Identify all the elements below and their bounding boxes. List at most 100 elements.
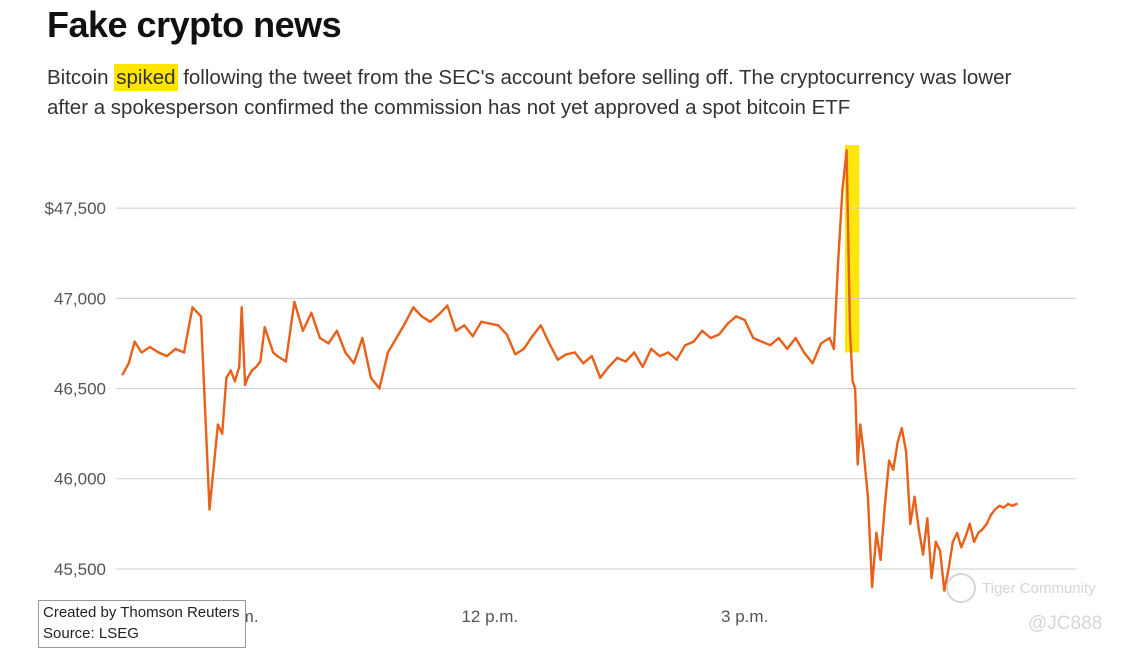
price-point: [250, 369, 254, 372]
subtitle-text-end: following the tweet from the SEC's accou…: [47, 66, 1012, 119]
price-point: [700, 329, 704, 333]
price-point: [548, 342, 551, 345]
price-point: [794, 336, 797, 340]
price-point: [832, 347, 836, 351]
price-point: [497, 324, 500, 327]
credit-line: Created by Thomson Reuters: [43, 604, 240, 621]
y-tick-label: $47,500: [45, 199, 106, 218]
price-point: [565, 353, 568, 356]
y-tick-label: 45,500: [54, 560, 106, 579]
price-point: [1015, 502, 1018, 506]
price-point: [310, 311, 313, 314]
price-point: [463, 324, 466, 327]
price-point: [1011, 504, 1014, 507]
price-point: [802, 351, 806, 354]
price-point: [246, 376, 249, 379]
price-point: [985, 522, 988, 526]
price-point: [892, 468, 895, 471]
price-point: [480, 320, 483, 323]
price-point: [947, 567, 950, 571]
y-tick-label: 46,500: [54, 380, 106, 399]
price-point: [454, 329, 458, 333]
price-point: [934, 540, 938, 544]
x-axis-labels: 9 a.m.12 p.m.3 p.m.: [211, 607, 768, 626]
price-point: [760, 340, 763, 343]
price-point: [768, 344, 772, 347]
price-point: [845, 149, 848, 152]
price-point: [607, 365, 610, 369]
price-point: [751, 336, 755, 340]
price-point: [599, 376, 602, 379]
watermark-brand: Tiger Community: [982, 579, 1096, 597]
price-point: [624, 360, 627, 363]
price-point: [505, 333, 508, 336]
price-point: [191, 306, 194, 309]
price-point: [121, 372, 124, 376]
price-point: [875, 531, 878, 535]
price-point: [960, 546, 963, 549]
price-point: [514, 353, 517, 356]
y-tick-label: 47,000: [54, 289, 106, 308]
price-point: [981, 528, 984, 531]
price-point: [896, 441, 899, 444]
price-point: [556, 358, 559, 361]
price-line: [121, 149, 1018, 592]
price-point: [420, 315, 424, 318]
watermark-handle: @JC888: [1028, 613, 1103, 634]
price-point: [743, 318, 746, 322]
price-point: [887, 459, 891, 462]
price-point: [225, 376, 228, 379]
price-point: [998, 504, 1001, 507]
gridlines: [116, 207, 1076, 570]
price-point: [841, 188, 844, 192]
price-point: [848, 329, 852, 333]
price-point: [909, 522, 912, 526]
price-point: [964, 535, 967, 538]
price-point: [1006, 502, 1010, 506]
price-point: [641, 365, 644, 369]
price-point: [883, 504, 887, 507]
price-point: [856, 463, 859, 466]
price-point: [327, 342, 330, 345]
price-point: [378, 387, 381, 390]
price-point: [582, 362, 585, 365]
tiger-logo-icon: [946, 573, 976, 603]
chart-title: Fake crypto news: [47, 4, 342, 45]
price-point: [955, 531, 959, 535]
price-point: [165, 354, 169, 358]
subtitle-text-start: Bitcoin: [47, 66, 115, 89]
price-point: [1002, 506, 1005, 509]
price-point: [276, 354, 279, 358]
price-point: [943, 589, 946, 592]
price-point: [216, 423, 220, 426]
price-point: [127, 362, 130, 365]
price-point: [828, 336, 831, 340]
price-point: [335, 329, 339, 333]
price-point: [386, 351, 390, 354]
price-point: [395, 336, 398, 340]
price-point: [658, 354, 661, 358]
price-point: [819, 342, 823, 345]
price-point: [263, 326, 266, 329]
price-point: [573, 351, 576, 354]
price-point: [271, 351, 275, 354]
price-point: [734, 315, 738, 318]
price-point: [208, 508, 211, 511]
price-point: [488, 322, 492, 325]
price-point: [870, 585, 874, 589]
price-point: [930, 576, 933, 580]
price-point: [199, 315, 203, 318]
price-point: [994, 508, 997, 511]
price-point: [259, 360, 262, 363]
price-point: [293, 300, 296, 304]
price-point: [851, 380, 854, 383]
price-point: [913, 495, 916, 498]
price-point: [471, 335, 475, 338]
x-tick-label: 3 p.m.: [721, 607, 768, 626]
price-point: [667, 351, 670, 354]
price-point: [709, 336, 712, 340]
price-point: [862, 450, 865, 453]
price-point: [148, 345, 152, 349]
price-point: [301, 329, 305, 333]
